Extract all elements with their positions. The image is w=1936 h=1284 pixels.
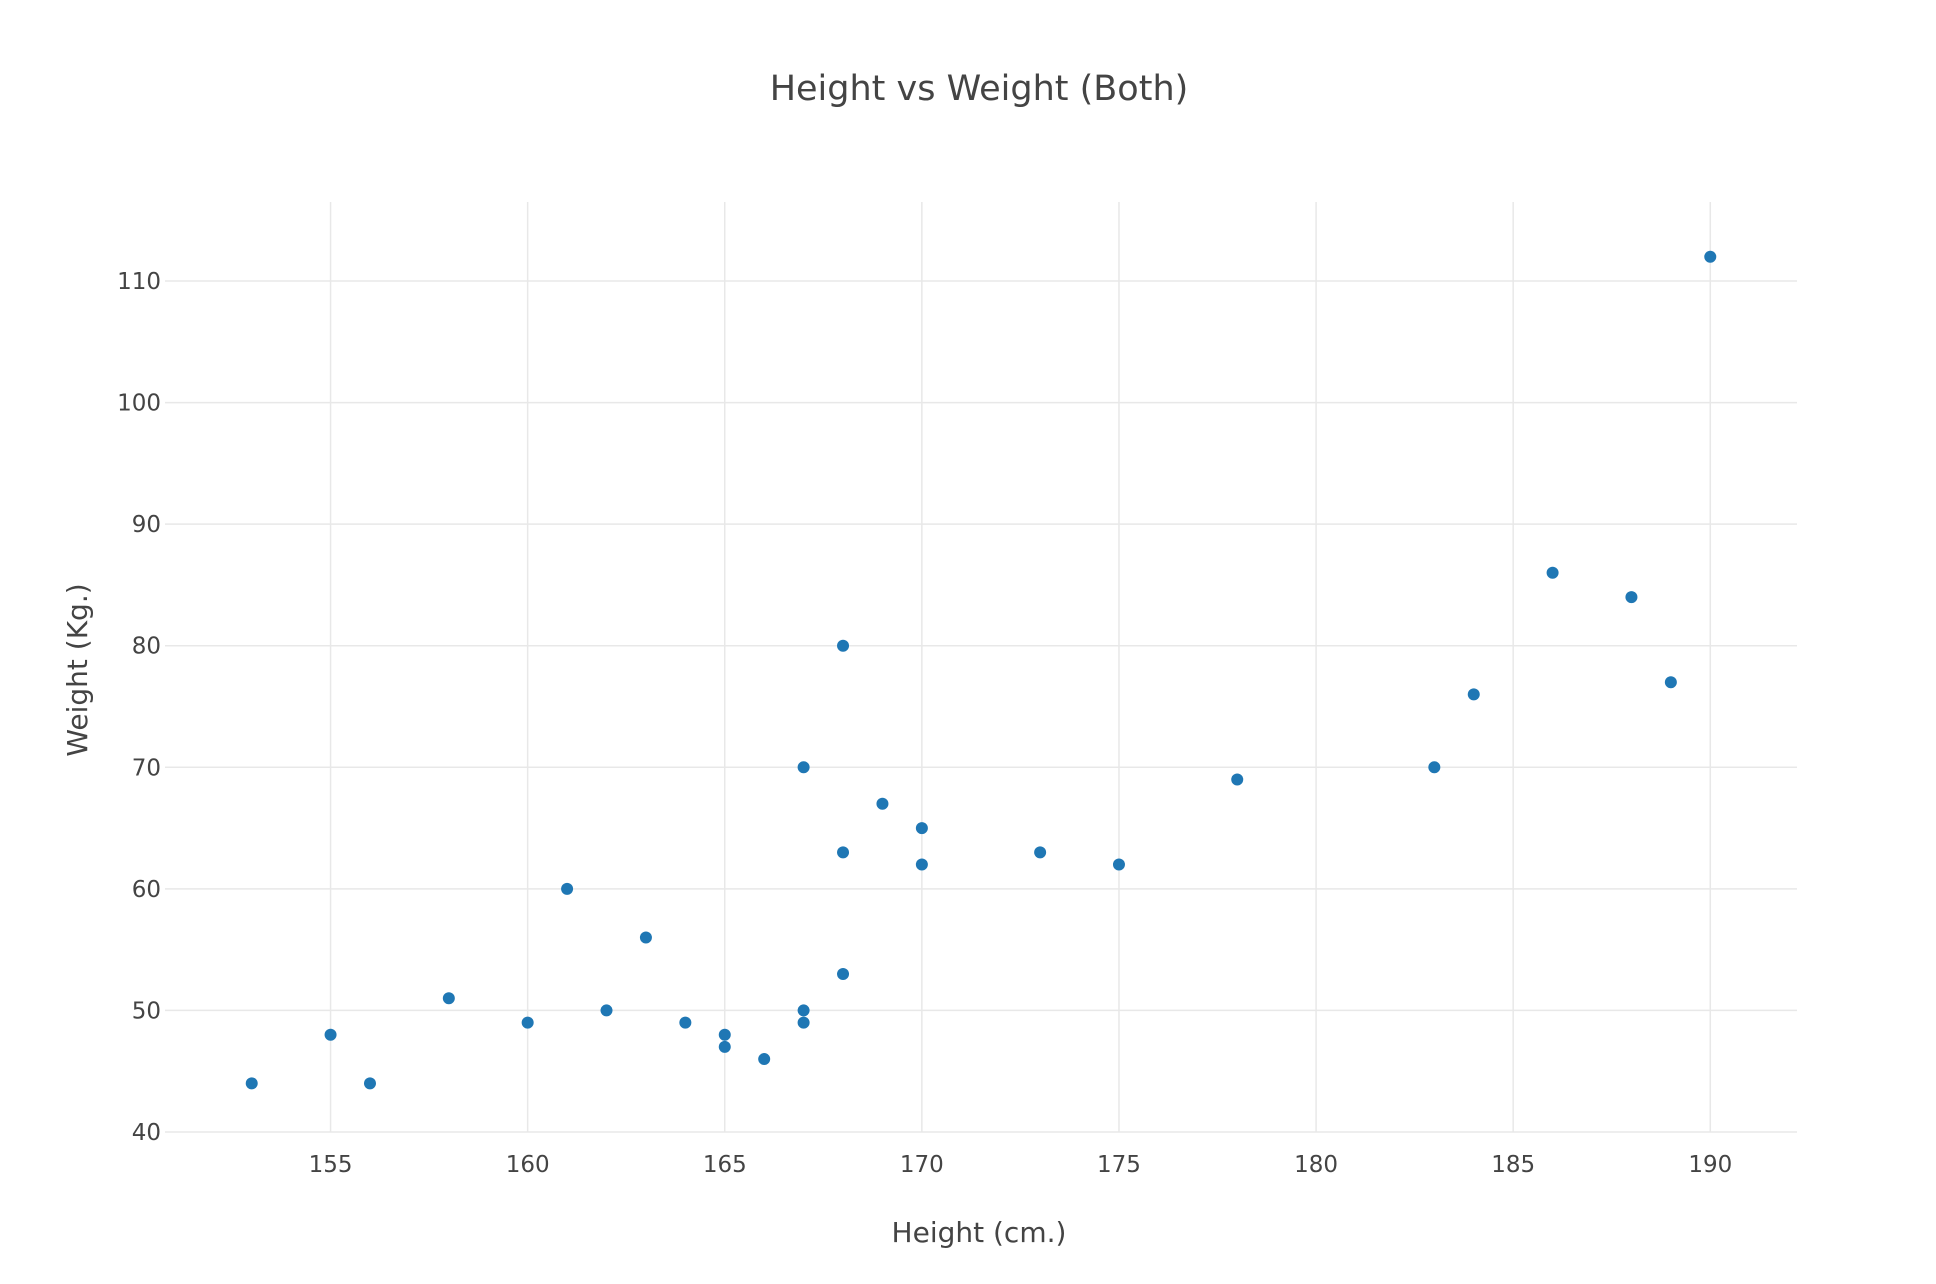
y-tick-label: 100 <box>117 391 161 417</box>
scatter-point[interactable] <box>1034 846 1047 859</box>
scatter-point[interactable] <box>1231 773 1244 786</box>
x-axis-title: Height (cm.) <box>892 1216 1067 1249</box>
scatter-point[interactable] <box>1625 591 1638 604</box>
scatter-point[interactable] <box>1112 858 1125 871</box>
data-points <box>245 250 1717 1090</box>
y-tick-label: 110 <box>117 269 161 295</box>
x-tick-label: 160 <box>506 1152 550 1178</box>
x-tick-label: 190 <box>1688 1152 1732 1178</box>
x-tick-label: 185 <box>1491 1152 1535 1178</box>
x-tick-label: 165 <box>703 1152 747 1178</box>
scatter-point[interactable] <box>1704 250 1717 263</box>
x-tick-label: 155 <box>309 1152 353 1178</box>
scatter-point[interactable] <box>442 992 455 1005</box>
x-tick-label: 170 <box>900 1152 944 1178</box>
scatter-point[interactable] <box>1428 761 1441 774</box>
scatter-point[interactable] <box>797 1004 810 1017</box>
scatter-point[interactable] <box>324 1028 337 1041</box>
scatter-point[interactable] <box>797 761 810 774</box>
scatter-point[interactable] <box>718 1040 731 1053</box>
x-tick-label: 180 <box>1294 1152 1338 1178</box>
scatter-point[interactable] <box>718 1028 731 1041</box>
scatter-point[interactable] <box>679 1016 692 1029</box>
scatter-point[interactable] <box>600 1004 613 1017</box>
scatter-point[interactable] <box>521 1016 534 1029</box>
scatter-point[interactable] <box>639 931 652 944</box>
scatter-point[interactable] <box>837 846 850 859</box>
grid <box>165 202 1797 1133</box>
scatter-point[interactable] <box>876 797 889 810</box>
scatter-point[interactable] <box>1546 566 1559 579</box>
y-tick-label: 90 <box>132 512 161 538</box>
y-axis-title: Weight (Kg.) <box>61 583 94 756</box>
scatter-point[interactable] <box>1467 688 1480 701</box>
scatter-point[interactable] <box>1664 676 1677 689</box>
tick-labels: 155 160 165 170 175 180 185 190 40 50 60 70 80 90 100 1… <box>117 269 1732 1178</box>
y-tick-label: 40 <box>132 1120 161 1146</box>
y-tick-label: 60 <box>132 877 161 903</box>
chart-title: Height vs Weight (Both) <box>770 69 1189 109</box>
x-tick-label: 175 <box>1097 1152 1141 1178</box>
scatter-point[interactable] <box>837 639 850 652</box>
scatter-point[interactable] <box>245 1077 258 1090</box>
y-tick-label: 80 <box>132 634 161 660</box>
scatter-point[interactable] <box>561 882 574 895</box>
scatter-point[interactable] <box>915 822 928 835</box>
scatter-point[interactable] <box>797 1016 810 1029</box>
scatter-point[interactable] <box>363 1077 376 1090</box>
scatter-point[interactable] <box>758 1053 771 1066</box>
scatter-point[interactable] <box>837 967 850 980</box>
y-tick-label: 50 <box>132 998 161 1024</box>
y-tick-label: 70 <box>132 755 161 781</box>
scatter-point[interactable] <box>915 858 928 871</box>
